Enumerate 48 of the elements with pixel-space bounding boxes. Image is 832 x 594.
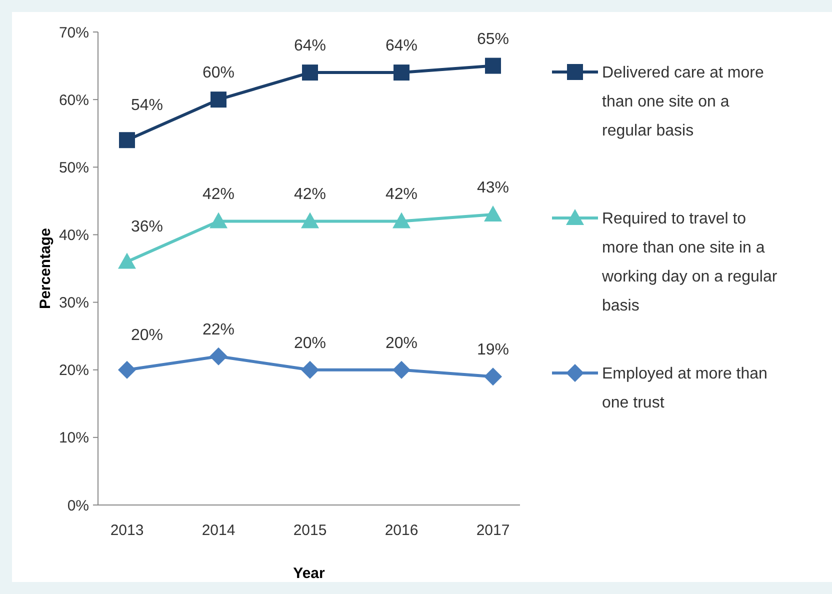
point: [210, 212, 228, 228]
y-tick-label: 0%: [67, 497, 89, 514]
x-tick-label: 2014: [202, 522, 236, 539]
point: [118, 360, 136, 379]
point: [392, 212, 410, 228]
data-label: 42%: [294, 186, 326, 204]
point: [302, 64, 318, 81]
data-label: 64%: [294, 38, 326, 55]
point: [301, 360, 319, 379]
y-tick-label: 30%: [58, 294, 89, 312]
point: [210, 347, 228, 366]
point: [394, 64, 410, 81]
data-label: 64%: [385, 38, 418, 55]
y-tick-label: 50%: [58, 159, 89, 176]
point: [392, 360, 410, 379]
point: [484, 368, 502, 386]
point: [119, 132, 135, 148]
y-tick-label: 40%: [58, 226, 89, 244]
x-tick-label: 2016: [384, 522, 418, 539]
data-label: 65%: [476, 30, 510, 48]
x-tick-label: 2017: [476, 522, 510, 539]
point: [118, 252, 136, 269]
y-tick-label: 70%: [58, 24, 89, 42]
x-tick-label: 2013: [110, 522, 144, 539]
data-label: 43%: [476, 179, 510, 196]
y-tick-label: 10%: [58, 430, 89, 447]
y-tick-label: 60%: [58, 92, 89, 109]
data-label: 22%: [202, 321, 235, 338]
data-label: 54%: [130, 97, 164, 114]
point: [484, 205, 502, 222]
x-axis-title: Year: [293, 565, 326, 582]
point: [485, 58, 501, 74]
data-label: 42%: [202, 186, 235, 204]
data-label: 36%: [130, 218, 164, 236]
data-label: 20%: [294, 334, 326, 352]
x-tick-label: 2015: [293, 522, 327, 539]
legend-label: Delivered care at more than one site on a regular basis: [602, 64, 764, 140]
legend-label: Required to travel to more than one site in a working day on a regular basis: [601, 210, 778, 315]
data-label: 20%: [385, 334, 418, 352]
point: [210, 92, 226, 108]
y-axis-title: Percentage: [37, 228, 54, 309]
data-label: 42%: [385, 186, 418, 204]
y-tick-label: 20%: [58, 362, 89, 380]
data-label: 60%: [202, 64, 235, 82]
data-label: 20%: [130, 326, 164, 344]
point: [301, 212, 319, 228]
data-label: 19%: [476, 342, 510, 359]
legend-label: Employed at more than one trust: [602, 366, 768, 412]
